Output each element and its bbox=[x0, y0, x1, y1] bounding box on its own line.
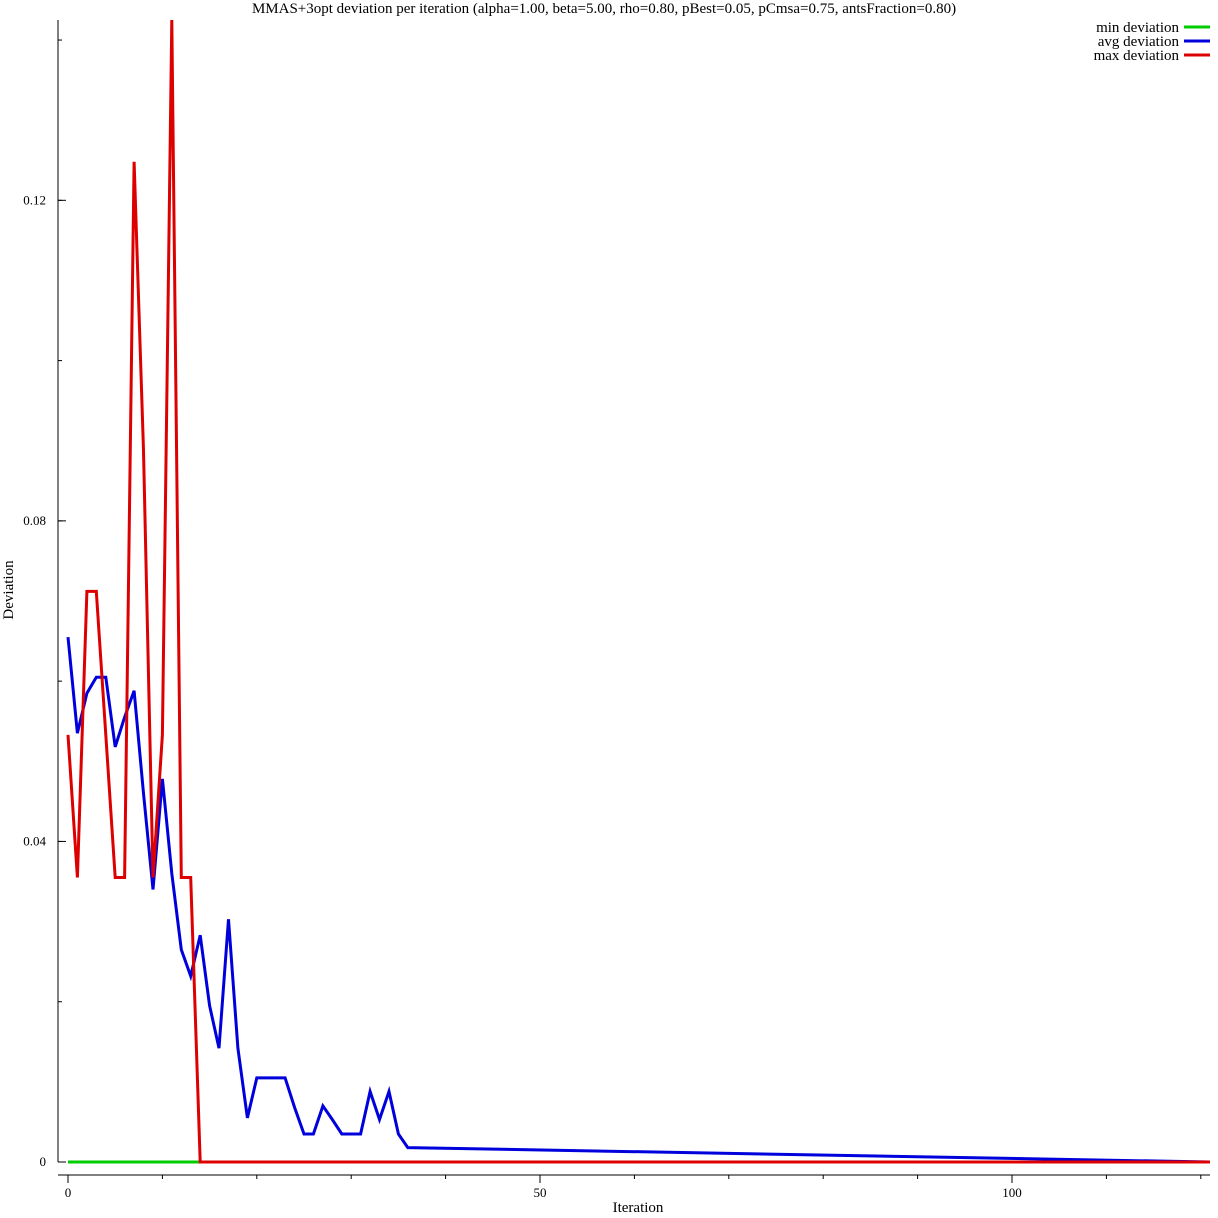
y-tick-label: 0.04 bbox=[23, 833, 46, 848]
y-tick-label: 0.12 bbox=[23, 192, 46, 207]
y-tick-label: 0 bbox=[40, 1154, 47, 1169]
x-ticks: 0 50 100 bbox=[65, 1175, 1022, 1200]
x-tick-label: 50 bbox=[534, 1185, 547, 1200]
y-tick-label: 0.08 bbox=[23, 513, 46, 528]
legend-label-avg-deviation: avg deviation bbox=[1098, 34, 1180, 50]
series-line-max-deviation bbox=[66, 19, 1210, 1164]
plot-area bbox=[66, 19, 1211, 1164]
chart-title: MMAS+3opt deviation per iteration (alpha… bbox=[252, 1, 956, 17]
legend-label-max-deviation: max deviation bbox=[1094, 48, 1180, 64]
x-tick-label: 100 bbox=[1002, 1185, 1022, 1200]
y-axis-label: Deviation bbox=[1, 560, 17, 620]
legend-label-min-deviation: min deviation bbox=[1096, 20, 1179, 36]
series-line-avg-deviation bbox=[66, 636, 1211, 1164]
y-ticks: 0 0.04 0.08 0.12 bbox=[23, 192, 66, 1169]
x-axis-label: Iteration bbox=[613, 1200, 664, 1216]
x-minor-ticks bbox=[161, 1175, 1202, 1179]
x-tick-label: 0 bbox=[65, 1185, 72, 1200]
